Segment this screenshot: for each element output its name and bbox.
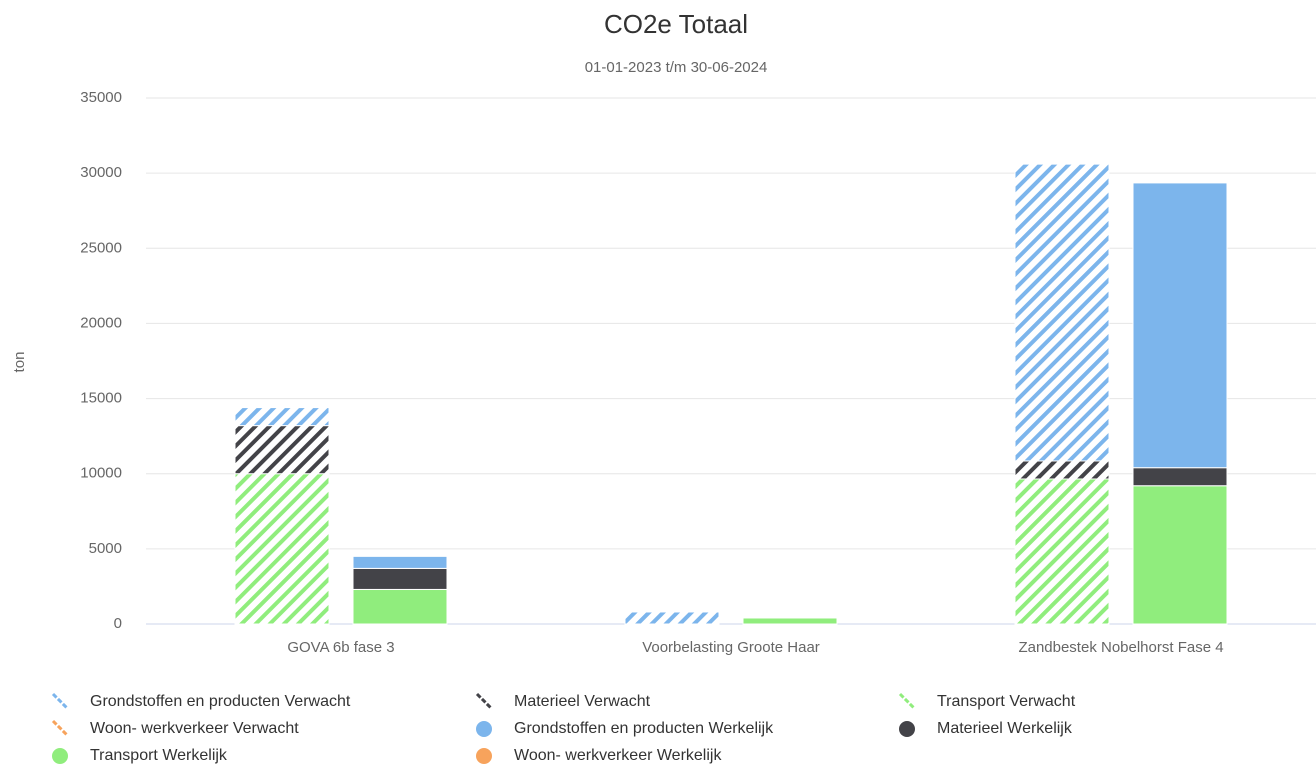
bar-segment [352, 588, 448, 625]
legend-item: Woon- werkverkeer Werkelijk [476, 747, 722, 764]
bar-segment [624, 611, 720, 625]
legend-symbol [52, 748, 68, 764]
legend-item: Grondstoffen en producten Werkelijk [476, 720, 774, 737]
y-axis-label: ton [11, 352, 28, 373]
bar-segment [352, 555, 448, 569]
y-tick-label: 25000 [80, 239, 122, 256]
legend-label: Transport Werkelijk [90, 747, 228, 764]
legend-symbol [899, 721, 915, 737]
x-tick-label: Voorbelasting Groote Haar [642, 639, 820, 656]
bar-segment [1132, 467, 1228, 487]
bar-segment [234, 425, 330, 475]
legend-label: Materieel Verwacht [514, 693, 651, 710]
legend-symbol [898, 692, 916, 710]
chart-subtitle: 01-01-2023 t/m 30-06-2024 [585, 59, 768, 76]
legend-symbol [475, 692, 493, 710]
y-tick-label: 15000 [80, 390, 122, 407]
legend-item: Materieel Werkelijk [899, 720, 1073, 737]
bar-segment [352, 567, 448, 590]
y-tick-label: 0 [114, 615, 122, 632]
bar-segment [234, 407, 330, 427]
y-tick-label: 10000 [80, 465, 122, 482]
legend-label: Grondstoffen en producten Verwacht [90, 693, 351, 710]
bar-segment [234, 473, 330, 625]
legend-label: Woon- werkverkeer Verwacht [90, 720, 299, 737]
legend-label: Woon- werkverkeer Werkelijk [514, 747, 722, 764]
y-tick-label: 20000 [80, 314, 122, 331]
bar-segment [742, 617, 838, 625]
legend-item: Grondstoffen en producten Verwacht [51, 692, 351, 710]
legend-item: Woon- werkverkeer Verwacht [51, 719, 299, 737]
bar-segment [1132, 182, 1228, 469]
legend-label: Materieel Werkelijk [937, 720, 1073, 737]
y-tick-label: 30000 [80, 164, 122, 181]
legend-symbol [51, 692, 69, 710]
legend-item: Materieel Verwacht [475, 692, 651, 710]
x-tick-label: GOVA 6b fase 3 [287, 639, 394, 656]
chart-title: CO2e Totaal [604, 9, 748, 39]
legend-item: Transport Werkelijk [52, 747, 228, 764]
bar-segment [1132, 485, 1228, 625]
bar-segment [1014, 163, 1110, 462]
legend-label: Grondstoffen en producten Werkelijk [514, 720, 774, 737]
y-tick-label: 35000 [80, 89, 122, 106]
x-tick-label: Zandbestek Nobelhorst Fase 4 [1018, 639, 1223, 656]
legend-label: Transport Verwacht [937, 693, 1076, 710]
legend-item: Transport Verwacht [898, 692, 1076, 710]
legend-symbol [476, 748, 492, 764]
y-tick-label: 5000 [89, 540, 122, 557]
bar-segment [1014, 478, 1110, 625]
bar-segment [1014, 460, 1110, 480]
legend-symbol [51, 719, 69, 737]
legend-symbol [476, 721, 492, 737]
